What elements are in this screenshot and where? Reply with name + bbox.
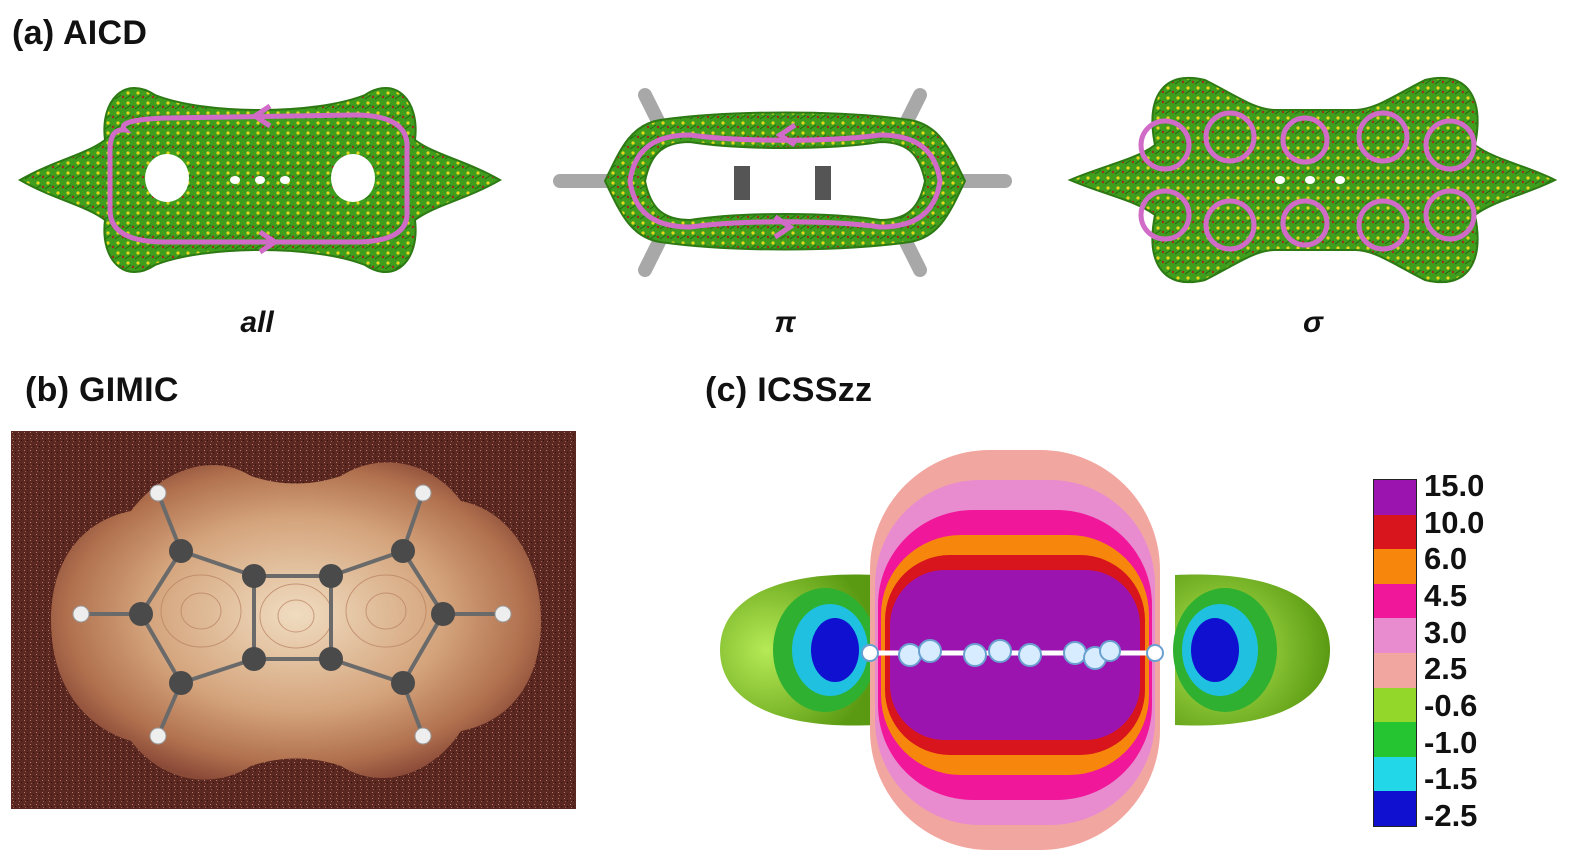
hydrogen-atoms bbox=[72, 484, 512, 745]
colorbar-tick: -2.5 bbox=[1424, 797, 1478, 833]
colorbar-tick: 15.0 bbox=[1424, 468, 1485, 503]
icss-plot bbox=[720, 450, 1330, 850]
colorbar-tick: -0.6 bbox=[1424, 687, 1478, 723]
ring-hole-left bbox=[145, 154, 189, 202]
colorbar-swatch bbox=[1374, 687, 1416, 723]
current-path-pi bbox=[627, 132, 943, 230]
colorbar-tick: 6.0 bbox=[1424, 541, 1468, 577]
colorbar-labels: 15.0 10.0 6.0 4.5 3.0 2.5 -0.6 -1.0 -1.5… bbox=[1424, 470, 1484, 832]
colorbar bbox=[1373, 479, 1417, 827]
colorbar-swatch bbox=[1374, 791, 1416, 826]
carbon-atoms bbox=[129, 539, 455, 695]
colorbar-tick: -1.0 bbox=[1424, 724, 1478, 760]
colorbar-swatch bbox=[1374, 756, 1416, 792]
label-sigma: σ bbox=[1303, 306, 1323, 339]
sigma-local-currents bbox=[1138, 110, 1477, 252]
colorbar-swatch bbox=[1374, 583, 1416, 619]
gimic-plot bbox=[11, 431, 576, 809]
colorbar-swatch bbox=[1374, 652, 1416, 688]
aicd-sigma-plot bbox=[1067, 76, 1558, 284]
colorbar-tick: 4.5 bbox=[1424, 577, 1468, 613]
colorbar-tick: -1.5 bbox=[1424, 761, 1478, 797]
colorbar-swatch bbox=[1374, 722, 1416, 757]
colorbar-swatch bbox=[1374, 618, 1416, 653]
aicd-pi-plot bbox=[553, 88, 1012, 277]
label-pi: π bbox=[774, 306, 796, 339]
ring-hole-right bbox=[331, 154, 375, 202]
current-path-all bbox=[107, 112, 410, 245]
colorbar-swatch bbox=[1374, 514, 1416, 550]
panel-c-title: (c) ICSSzz bbox=[705, 371, 873, 409]
colorbar-tick: 2.5 bbox=[1424, 651, 1468, 687]
molecule-side-view bbox=[861, 639, 1164, 670]
aicd-all-plot bbox=[17, 87, 503, 273]
colorbar-tick: 10.0 bbox=[1424, 504, 1485, 540]
label-all: all bbox=[240, 306, 274, 339]
panel-a-title: (a) AICD bbox=[12, 14, 148, 52]
colorbar-swatch bbox=[1374, 480, 1416, 515]
colorbar-tick: 3.0 bbox=[1424, 614, 1468, 650]
colorbar-swatch bbox=[1374, 549, 1416, 584]
panel-b-title: (b) GIMIC bbox=[25, 371, 179, 409]
